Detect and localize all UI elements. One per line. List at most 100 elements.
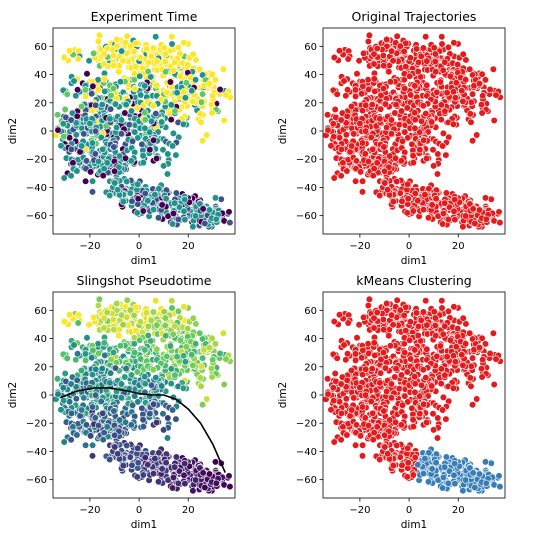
- data-point: [192, 212, 200, 220]
- data-point: [368, 100, 376, 109]
- data-point: [401, 84, 409, 93]
- data-point: [383, 299, 391, 308]
- data-point: [337, 380, 345, 388]
- data-point: [169, 66, 177, 74]
- y-tick-label: −60: [26, 475, 47, 486]
- data-point: [164, 150, 172, 158]
- data-point: [441, 322, 449, 330]
- data-point: [389, 321, 397, 329]
- scatter-points: [323, 31, 504, 231]
- data-point: [98, 100, 106, 109]
- data-point: [407, 355, 415, 363]
- data-point: [121, 154, 130, 162]
- data-point: [439, 406, 447, 414]
- data-point: [371, 351, 379, 360]
- data-point: [344, 55, 352, 63]
- data-point: [179, 352, 188, 360]
- data-point: [152, 33, 160, 41]
- data-point: [149, 308, 157, 316]
- y-axis-label: dim2: [7, 382, 19, 409]
- data-point: [340, 77, 348, 85]
- data-point: [128, 461, 136, 469]
- data-point: [209, 356, 217, 364]
- data-point: [130, 47, 138, 56]
- data-point: [180, 207, 188, 215]
- data-point: [395, 385, 403, 393]
- x-axis-label: dim1: [131, 255, 158, 267]
- data-point: [422, 374, 430, 382]
- data-point: [80, 130, 88, 138]
- data-point: [181, 216, 189, 224]
- data-point: [107, 355, 115, 364]
- data-point: [444, 307, 453, 316]
- data-point: [134, 459, 142, 467]
- data-point: [337, 145, 346, 153]
- data-point: [384, 186, 392, 194]
- data-point: [409, 159, 418, 167]
- data-point: [355, 57, 363, 65]
- data-point: [219, 329, 227, 337]
- data-point: [167, 365, 175, 373]
- data-point: [73, 86, 82, 94]
- y-tick-label: 20: [304, 98, 317, 109]
- data-point: [406, 336, 414, 344]
- data-point: [342, 395, 350, 403]
- data-point: [141, 346, 149, 354]
- x-tick-label: 0: [136, 505, 142, 516]
- data-point: [106, 369, 115, 377]
- data-point: [141, 109, 149, 117]
- data-point: [182, 79, 190, 87]
- data-point: [114, 186, 122, 194]
- data-point: [496, 219, 504, 227]
- data-point: [370, 60, 378, 68]
- data-point: [402, 62, 410, 71]
- data-point: [72, 356, 80, 364]
- data-point: [89, 49, 98, 58]
- data-point: [163, 352, 171, 361]
- data-point: [489, 329, 498, 337]
- data-point: [475, 344, 484, 352]
- data-point: [339, 159, 347, 167]
- data-point: [134, 444, 142, 452]
- data-point: [443, 89, 451, 97]
- data-point: [369, 172, 377, 180]
- data-point: [88, 139, 97, 147]
- data-point: [134, 398, 142, 406]
- data-point: [406, 54, 415, 62]
- data-point: [73, 167, 81, 175]
- data-point: [171, 371, 179, 379]
- data-point: [86, 432, 95, 440]
- data-point: [420, 400, 428, 408]
- data-point: [381, 100, 390, 108]
- data-point: [404, 180, 412, 188]
- data-point: [153, 345, 161, 353]
- data-point: [152, 109, 160, 118]
- data-point: [208, 373, 216, 381]
- data-point: [373, 159, 381, 167]
- data-point: [364, 301, 373, 310]
- data-point: [362, 391, 370, 399]
- data-point: [159, 146, 167, 154]
- data-point: [89, 313, 98, 322]
- data-point: [127, 107, 136, 115]
- data-point: [73, 376, 81, 384]
- data-point: [94, 37, 102, 46]
- data-point: [414, 197, 422, 205]
- data-point: [131, 84, 139, 93]
- data-point: [158, 201, 166, 209]
- data-point: [376, 191, 384, 200]
- data-point: [199, 90, 207, 98]
- data-point: [438, 297, 446, 305]
- data-point: [370, 50, 378, 58]
- data-point: [469, 90, 477, 98]
- data-point: [126, 306, 134, 314]
- data-point: [404, 134, 412, 142]
- data-point: [335, 311, 344, 319]
- x-tick-label: 20: [182, 241, 195, 252]
- data-point: [199, 205, 207, 213]
- data-point: [144, 322, 153, 331]
- data-point: [94, 157, 103, 166]
- data-point: [97, 397, 105, 406]
- data-point: [414, 331, 422, 340]
- data-point: [73, 112, 81, 120]
